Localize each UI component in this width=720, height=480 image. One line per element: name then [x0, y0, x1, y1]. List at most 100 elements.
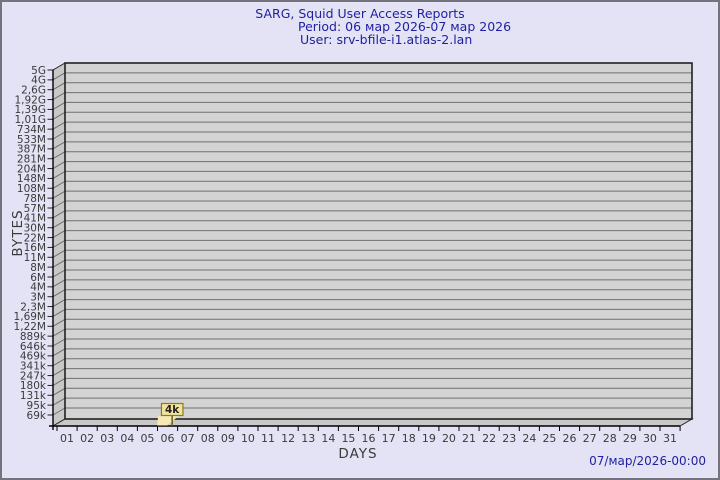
report-user: User: srv-bfile-i1.atlas-2.lan [300, 32, 473, 47]
report-period: Period: 06 мар 2026-07 мар 2026 [298, 19, 512, 34]
y-tick-label: 734M [17, 124, 46, 136]
wall-gridline [52, 338, 66, 347]
y-tick-label: 78M [24, 193, 46, 205]
wall-gridline [52, 190, 66, 199]
wall-gridline [52, 318, 66, 327]
x-tick-label: 27 [583, 432, 597, 445]
marker-flag-label: 4k [165, 404, 180, 416]
x-tick-label: 18 [402, 432, 416, 445]
wall-gridline [52, 220, 66, 229]
y-tick-label: 4M [30, 282, 46, 294]
x-tick-label: 10 [241, 432, 255, 445]
x-tick-label: 28 [603, 432, 617, 445]
y-tick-label: 41M [24, 213, 46, 225]
x-tick-label: 14 [321, 432, 335, 445]
wall-gridline [52, 161, 66, 170]
y-tick-label: 8M [30, 262, 46, 274]
y-tick-label: 2,6G [21, 85, 46, 97]
marker-flag-box [160, 402, 184, 417]
y-tick-label: 341k [20, 361, 47, 373]
x-tick-label: 02 [80, 432, 94, 445]
x-tick-label: 12 [281, 432, 295, 445]
wall-gridline [52, 111, 66, 120]
x-tick-label: 19 [422, 432, 436, 445]
wall-gridline [52, 279, 66, 288]
marker-pennant [157, 416, 179, 426]
report-title: SARG, Squid User Access Reports [255, 6, 465, 21]
y-tick-label: 1,69M [14, 311, 46, 323]
wall-gridline [52, 82, 66, 91]
wall-gridline [52, 92, 66, 101]
x-tick-label: 08 [201, 432, 215, 445]
y-tick-label: 281M [17, 154, 46, 166]
wall-gridline [52, 328, 66, 337]
wall-gridline [52, 269, 66, 278]
generated-timestamp: 07/мар/2026-00:00 [589, 454, 706, 468]
x-tick-label: 15 [341, 432, 355, 445]
wall-gridline [52, 308, 66, 317]
wall-gridline [52, 407, 66, 416]
x-tick-label: 20 [442, 432, 456, 445]
x-tick-label: 26 [563, 432, 577, 445]
y-axis-title: BYTES [10, 209, 26, 257]
x-tick-label: 06 [161, 432, 175, 445]
wall-gridline [52, 299, 66, 308]
y-tick-label: 1,01G [14, 114, 46, 126]
y-tick-label: 5G [31, 65, 46, 77]
wall-gridline [52, 121, 66, 130]
y-tick-label: 180k [20, 380, 47, 392]
wall-gridline [52, 230, 66, 239]
x-tick-label: 23 [502, 432, 516, 445]
y-tick-label: 646k [20, 341, 47, 353]
y-tick-label: 533M [17, 134, 46, 146]
x-tick-label: 09 [221, 432, 235, 445]
wall-gridline [52, 259, 66, 268]
wall-gridline [52, 101, 66, 110]
y-tick-label: 1,22M [14, 321, 46, 333]
x-tick-label: 17 [382, 432, 396, 445]
x-tick-label: 24 [522, 432, 536, 445]
y-tick-label: 204M [17, 163, 46, 175]
x-tick-label: 21 [462, 432, 476, 445]
y-tick-label: 69k [27, 410, 47, 422]
wall-gridline [52, 210, 66, 219]
x-tick-label: 11 [261, 432, 275, 445]
y-tick-label: 469k [20, 351, 47, 363]
y-tick-label: 16M [24, 242, 46, 254]
y-tick-label: 57M [24, 203, 46, 215]
x-tick-label: 22 [482, 432, 496, 445]
y-tick-label: 1,92G [14, 94, 46, 106]
y-tick-label: 387M [17, 144, 46, 156]
x-tick-label: 03 [100, 432, 114, 445]
y-tick-label: 6M [30, 272, 46, 284]
y-tick-label: 1,39G [14, 104, 46, 116]
wall-gridline [52, 151, 66, 160]
wall-gridline [52, 72, 66, 81]
plot-frame [64, 62, 693, 420]
y-tick-label: 30M [24, 223, 46, 235]
y-tick-label: 4G [31, 75, 46, 87]
y-tick-label: 22M [24, 232, 46, 244]
wall-gridline [52, 131, 66, 140]
y-tick-label: 95k [27, 400, 47, 412]
y-tick-label: 108M [17, 183, 46, 195]
x-tick-label: 30 [643, 432, 657, 445]
y-tick-label: 889k [20, 331, 47, 343]
y-tick-label: 3M [30, 292, 46, 304]
x-tick-label: 31 [663, 432, 677, 445]
x-tick-label: 25 [542, 432, 556, 445]
wall-gridline [52, 387, 66, 396]
wall-gridline [52, 170, 66, 179]
wall-gridline [52, 377, 66, 386]
x-tick-label: 04 [120, 432, 134, 445]
x-tick-label: 29 [623, 432, 637, 445]
wall-gridline [52, 348, 66, 357]
wall-gridline [52, 180, 66, 189]
plot-area [65, 63, 692, 419]
wall-gridline [52, 249, 66, 258]
wall-gridline [52, 397, 66, 406]
x-tick-label: 05 [140, 432, 154, 445]
x-tick-label: 07 [181, 432, 195, 445]
